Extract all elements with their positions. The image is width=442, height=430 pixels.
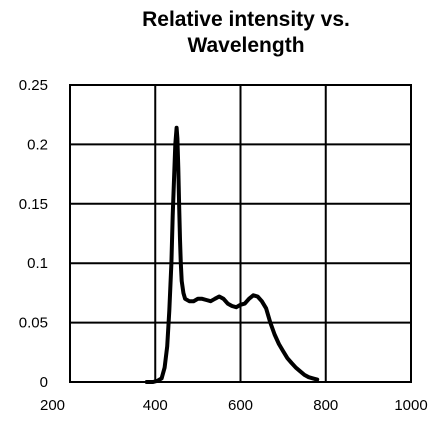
x-tick-label: 800 (313, 397, 338, 414)
y-tick-label: 0.05 (19, 315, 48, 332)
x-axis-tick-labels: 200 400 600 800 1000 (40, 397, 428, 414)
series-group (144, 125, 320, 384)
y-tick-label: 0.15 (19, 196, 48, 213)
x-tick-label: 200 (40, 397, 65, 414)
x-tick-label: 400 (143, 397, 168, 414)
chart-title-line2: Wavelength (187, 34, 304, 57)
y-axis-tick-labels: 0 0.05 0.1 0.15 0.2 0.25 (19, 77, 48, 391)
y-tick-label: 0.2 (27, 136, 48, 153)
series-line (144, 125, 320, 384)
gridlines (70, 85, 411, 382)
x-tick-label: 1000 (394, 397, 427, 414)
y-tick-label: 0 (40, 374, 48, 391)
plot-area-border (69, 84, 412, 383)
y-tick-label: 0.25 (19, 77, 48, 94)
chart-title-line1: Relative intensity vs. (142, 8, 350, 31)
y-tick-label: 0.1 (27, 255, 48, 272)
x-tick-label: 600 (228, 397, 253, 414)
